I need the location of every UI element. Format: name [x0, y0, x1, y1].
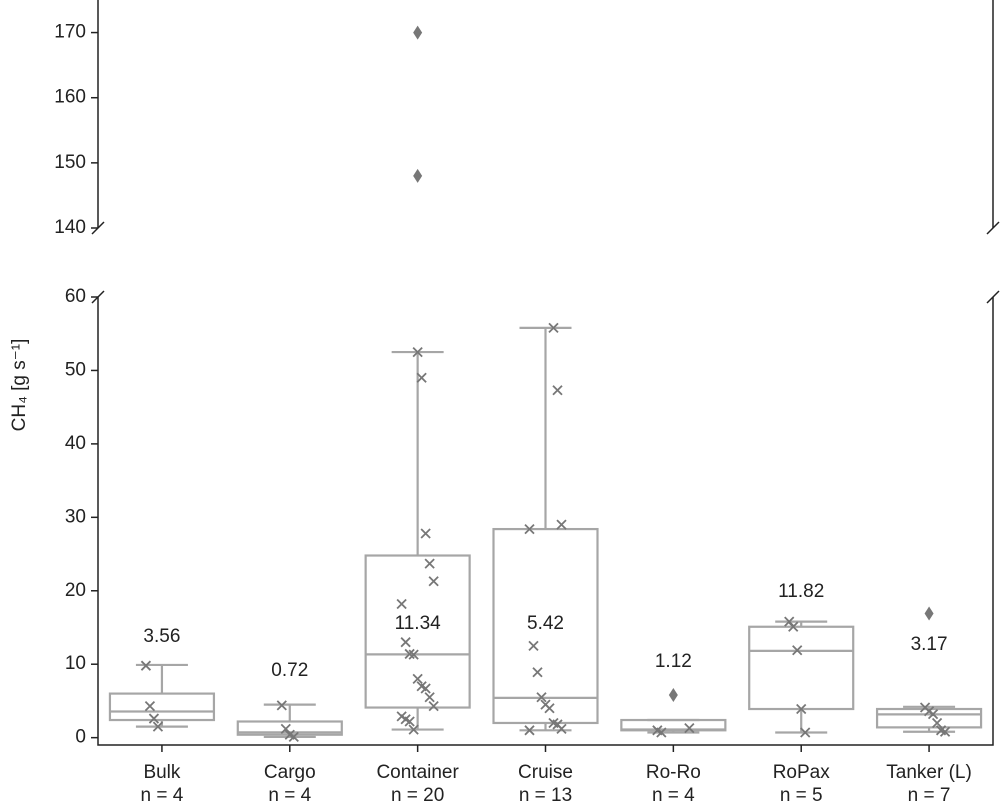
- point: [556, 723, 567, 734]
- point: [140, 660, 152, 671]
- point: [400, 637, 411, 648]
- outlier: [413, 25, 423, 40]
- y-tick-label: 10: [65, 653, 86, 674]
- y-tick-label: 140: [54, 217, 86, 238]
- point: [528, 640, 539, 651]
- point: [939, 726, 951, 737]
- median-label: 11.34: [395, 613, 442, 634]
- point: [556, 519, 567, 530]
- y-tick-label: 20: [65, 580, 86, 601]
- box: [364, 554, 471, 709]
- median-label: 3.56: [143, 626, 180, 647]
- point: [792, 645, 803, 656]
- outlier: [413, 168, 423, 183]
- y-tick-label: 30: [65, 506, 86, 527]
- count-label: n = 4: [141, 785, 184, 805]
- point: [420, 528, 431, 539]
- y-tick-label: 160: [54, 87, 86, 108]
- point: [800, 727, 811, 738]
- count-label: n = 20: [391, 785, 444, 805]
- median-label: 1.12: [655, 651, 692, 672]
- point: [931, 717, 943, 729]
- axis-breaks: [91, 221, 1000, 304]
- box: [875, 707, 983, 729]
- point: [404, 716, 415, 727]
- point: [408, 724, 419, 735]
- y-tick-label: 50: [65, 359, 86, 380]
- x-tick-label: Cruise: [518, 762, 573, 783]
- count-label: n = 5: [780, 785, 823, 805]
- box: [748, 625, 855, 711]
- x-tick-label: Bulk: [143, 762, 180, 783]
- point: [656, 727, 667, 738]
- box: [492, 527, 599, 725]
- x-tick-label: RoPax: [773, 762, 831, 783]
- point: [524, 725, 535, 736]
- point: [396, 598, 407, 610]
- median-label: 0.72: [271, 660, 308, 681]
- point: [548, 322, 559, 333]
- y-tick-label: 0: [75, 727, 86, 748]
- point: [412, 346, 423, 358]
- y-tick-label: 60: [65, 286, 86, 307]
- x-tick-label: Tanker (L): [886, 762, 972, 783]
- outlier: [668, 688, 678, 703]
- point: [524, 523, 535, 535]
- y-tick-label: 150: [54, 152, 86, 173]
- point: [420, 683, 431, 694]
- point: [536, 692, 547, 703]
- median-label: 11.82: [778, 581, 824, 602]
- point: [552, 385, 563, 396]
- point: [428, 576, 439, 587]
- median-label: 3.17: [911, 634, 948, 655]
- point: [288, 731, 299, 743]
- median-label: 5.42: [527, 613, 564, 634]
- x-tick-label: Container: [376, 762, 459, 783]
- point: [408, 649, 419, 660]
- point: [144, 700, 156, 712]
- x-tick-label: Ro-Ro: [646, 762, 701, 783]
- point: [416, 372, 427, 383]
- point: [424, 558, 435, 569]
- point: [424, 692, 435, 703]
- point: [544, 703, 555, 714]
- point: [684, 722, 695, 734]
- y-tick-label: 40: [65, 433, 86, 454]
- point: [152, 721, 164, 732]
- point: [788, 621, 799, 632]
- y-axis-label: CH₄ [g s⁻¹]: [9, 339, 30, 432]
- x-tick-label: Cargo: [264, 762, 316, 783]
- point: [148, 713, 160, 724]
- box: [108, 692, 216, 722]
- point: [280, 723, 291, 734]
- point: [412, 673, 423, 685]
- point: [927, 709, 939, 720]
- count-label: n = 7: [908, 785, 951, 805]
- outlier: [924, 606, 934, 621]
- point: [428, 700, 439, 712]
- point: [796, 703, 807, 715]
- point: [532, 667, 543, 678]
- count-label: n = 13: [519, 785, 572, 805]
- y-tick-label: 170: [54, 22, 86, 43]
- point: [276, 700, 287, 711]
- count-label: n = 4: [652, 785, 695, 805]
- count-label: n = 4: [268, 785, 311, 805]
